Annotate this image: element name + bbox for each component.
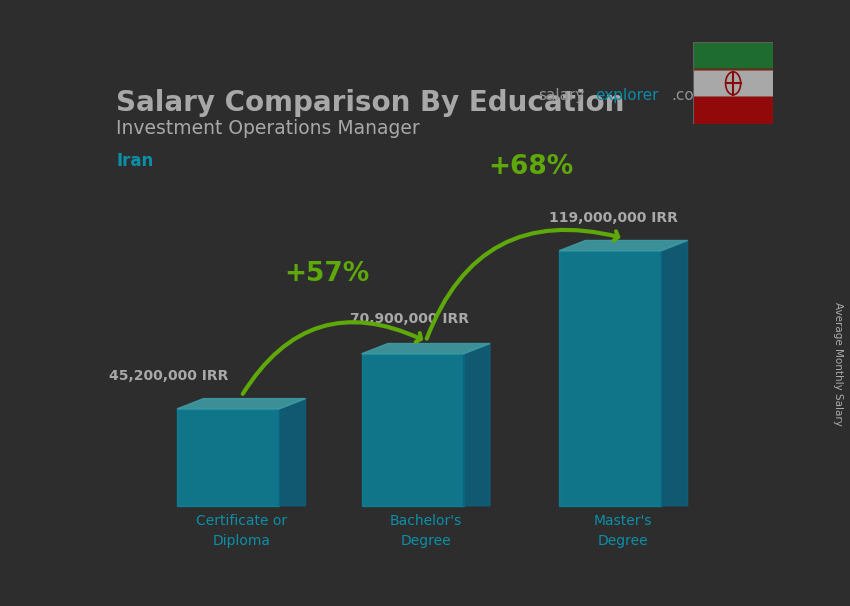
Bar [693, 70, 774, 97]
Text: 119,000,000 IRR: 119,000,000 IRR [549, 211, 678, 225]
Text: Salary Comparison By Education: Salary Comparison By Education [116, 89, 625, 117]
Text: 70,900,000 IRR: 70,900,000 IRR [350, 312, 469, 326]
Text: .com: .com [672, 88, 709, 102]
Text: Investment Operations Manager: Investment Operations Manager [116, 119, 420, 138]
Text: Average Monthly Salary: Average Monthly Salary [833, 302, 843, 425]
Polygon shape [177, 409, 279, 506]
Bar [693, 97, 774, 124]
Bar [693, 42, 774, 70]
Text: +57%: +57% [284, 261, 370, 287]
Text: +68%: +68% [489, 154, 574, 180]
Bar [693, 96, 774, 98]
Polygon shape [279, 399, 305, 506]
Polygon shape [361, 344, 490, 354]
Bar [693, 68, 774, 71]
Text: explorer: explorer [595, 88, 659, 102]
Polygon shape [559, 241, 688, 251]
Text: Master's
Degree: Master's Degree [594, 514, 653, 548]
Text: Bachelor's
Degree: Bachelor's Degree [389, 514, 462, 548]
Polygon shape [361, 354, 463, 506]
Text: 45,200,000 IRR: 45,200,000 IRR [109, 369, 229, 383]
Text: salary: salary [538, 88, 584, 102]
Text: Certificate or
Diploma: Certificate or Diploma [196, 514, 286, 548]
Polygon shape [661, 241, 688, 506]
Polygon shape [177, 399, 305, 409]
Polygon shape [559, 251, 661, 506]
Polygon shape [463, 344, 490, 506]
Text: Iran: Iran [116, 152, 153, 170]
